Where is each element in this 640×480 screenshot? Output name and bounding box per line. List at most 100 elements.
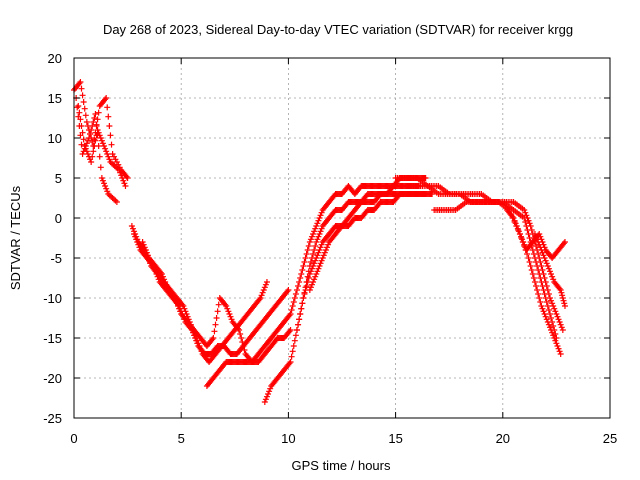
data-point [96, 132, 103, 139]
data-point [132, 233, 139, 240]
data-point [301, 259, 308, 265]
data-point [89, 153, 96, 160]
data-point [325, 241, 332, 248]
y-tick-label: 10 [48, 131, 62, 146]
data-point [193, 337, 200, 344]
data-point [557, 321, 564, 328]
data-point [240, 343, 247, 349]
data-point [213, 315, 220, 321]
series-pass-2 [73, 95, 120, 205]
data-point [227, 313, 234, 320]
series-pass-15 [531, 231, 568, 309]
data-point [552, 337, 559, 344]
data-point [554, 343, 561, 349]
data-point [153, 271, 160, 277]
data-point [307, 284, 314, 291]
data-point [287, 359, 294, 365]
data-point [139, 239, 146, 245]
data-point [99, 177, 106, 184]
data-point [88, 159, 95, 165]
data-point [311, 247, 318, 253]
data-point [76, 109, 83, 116]
data-point [173, 300, 180, 307]
data-point [561, 303, 568, 309]
data-point [223, 303, 230, 309]
data-point [550, 303, 557, 309]
data-point [124, 175, 131, 181]
data-point [117, 169, 124, 176]
y-tick-label: -15 [43, 331, 62, 346]
series-pass-5 [131, 231, 292, 357]
data-point [123, 173, 130, 180]
data-point [312, 257, 319, 264]
data-point [174, 303, 181, 309]
data-point [533, 233, 540, 240]
data-point [99, 140, 106, 147]
data-point [545, 265, 552, 272]
data-point [289, 348, 296, 355]
data-point [297, 311, 304, 317]
data-point [158, 271, 165, 277]
data-point [291, 295, 298, 301]
data-point [554, 313, 561, 320]
data-point [548, 271, 555, 277]
data-point [292, 332, 299, 339]
data-point [555, 345, 562, 352]
data-point [239, 339, 246, 345]
data-point [317, 260, 324, 267]
data-point [104, 151, 111, 157]
data-point [265, 391, 272, 397]
data-point [316, 231, 323, 237]
data-point [86, 135, 93, 141]
data-point [259, 289, 266, 296]
data-point [176, 305, 183, 312]
data-point [429, 191, 436, 197]
data-point [549, 329, 556, 336]
data-point [545, 321, 552, 328]
data-point [555, 316, 562, 323]
data-point [296, 279, 303, 285]
data-point [163, 281, 170, 288]
data-point [298, 271, 305, 277]
data-point [224, 305, 231, 312]
data-point [119, 175, 126, 181]
data-point [106, 123, 113, 129]
data-point [526, 220, 533, 227]
data-point [311, 260, 318, 267]
x-tick-label: 10 [281, 431, 295, 446]
data-point [83, 119, 90, 125]
data-point [91, 136, 98, 143]
data-point [106, 156, 113, 163]
x-tick-label: 25 [603, 431, 617, 446]
data-point [104, 188, 111, 195]
data-point [526, 235, 533, 241]
data-point [290, 299, 297, 305]
data-point [105, 153, 112, 160]
data-point [318, 241, 325, 248]
data-point [89, 123, 96, 129]
data-point [78, 85, 85, 92]
data-point [546, 311, 553, 317]
data-point [558, 324, 565, 331]
data-point [143, 249, 150, 256]
data-point [291, 337, 298, 344]
data-point [121, 180, 128, 187]
data-point [522, 209, 529, 216]
data-point [523, 223, 530, 229]
data-point [311, 228, 318, 235]
data-point [210, 335, 217, 341]
data-point [157, 269, 164, 276]
data-point [316, 263, 323, 269]
data-point [91, 143, 98, 149]
data-point [215, 301, 222, 308]
data-point [313, 223, 320, 229]
data-point [559, 327, 566, 333]
data-point [544, 303, 551, 309]
data-point [546, 324, 553, 331]
data-point [105, 113, 112, 120]
data-point [533, 259, 540, 265]
data-point [536, 295, 543, 301]
data-point [302, 255, 309, 261]
data-point [312, 225, 319, 232]
data-point [541, 291, 548, 297]
